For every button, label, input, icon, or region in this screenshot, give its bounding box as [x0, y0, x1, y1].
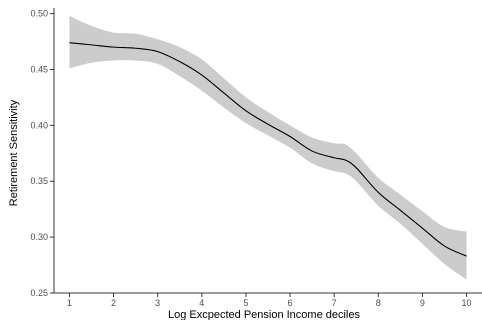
y-tick-label: 0.50 — [30, 9, 48, 19]
x-tick-label: 10 — [462, 298, 472, 308]
x-tick-label: 1 — [67, 298, 72, 308]
confidence-band — [69, 15, 467, 280]
x-tick-label: 2 — [111, 298, 116, 308]
y-tick-label: 0.25 — [30, 288, 48, 298]
x-tick-label: 3 — [155, 298, 160, 308]
x-tick-label: 8 — [376, 298, 381, 308]
y-tick-label: 0.35 — [30, 176, 48, 186]
x-axis-title: Log Excpected Pension Income deciles — [168, 309, 361, 320]
y-axis-title: Retirement Sensitivity — [8, 99, 20, 206]
trend-line — [69, 42, 467, 257]
y-tick-label: 0.45 — [30, 64, 48, 74]
x-tick-label: 6 — [288, 298, 293, 308]
y-tick-label: 0.30 — [30, 232, 48, 242]
axes — [53, 8, 482, 294]
trend-line-layer — [69, 42, 467, 257]
x-tick-label: 7 — [332, 298, 337, 308]
x-tick-label: 4 — [199, 298, 204, 308]
x-tick-label: 5 — [243, 298, 248, 308]
y-tick-label: 0.40 — [30, 120, 48, 130]
ticks: 0.25 0.30 0.35 0.40 0.45 0.50 1 2 3 4 5 6 7 8 9 10 — [30, 9, 471, 308]
x-tick-label: 9 — [420, 298, 425, 308]
confidence-band-layer — [69, 15, 467, 280]
